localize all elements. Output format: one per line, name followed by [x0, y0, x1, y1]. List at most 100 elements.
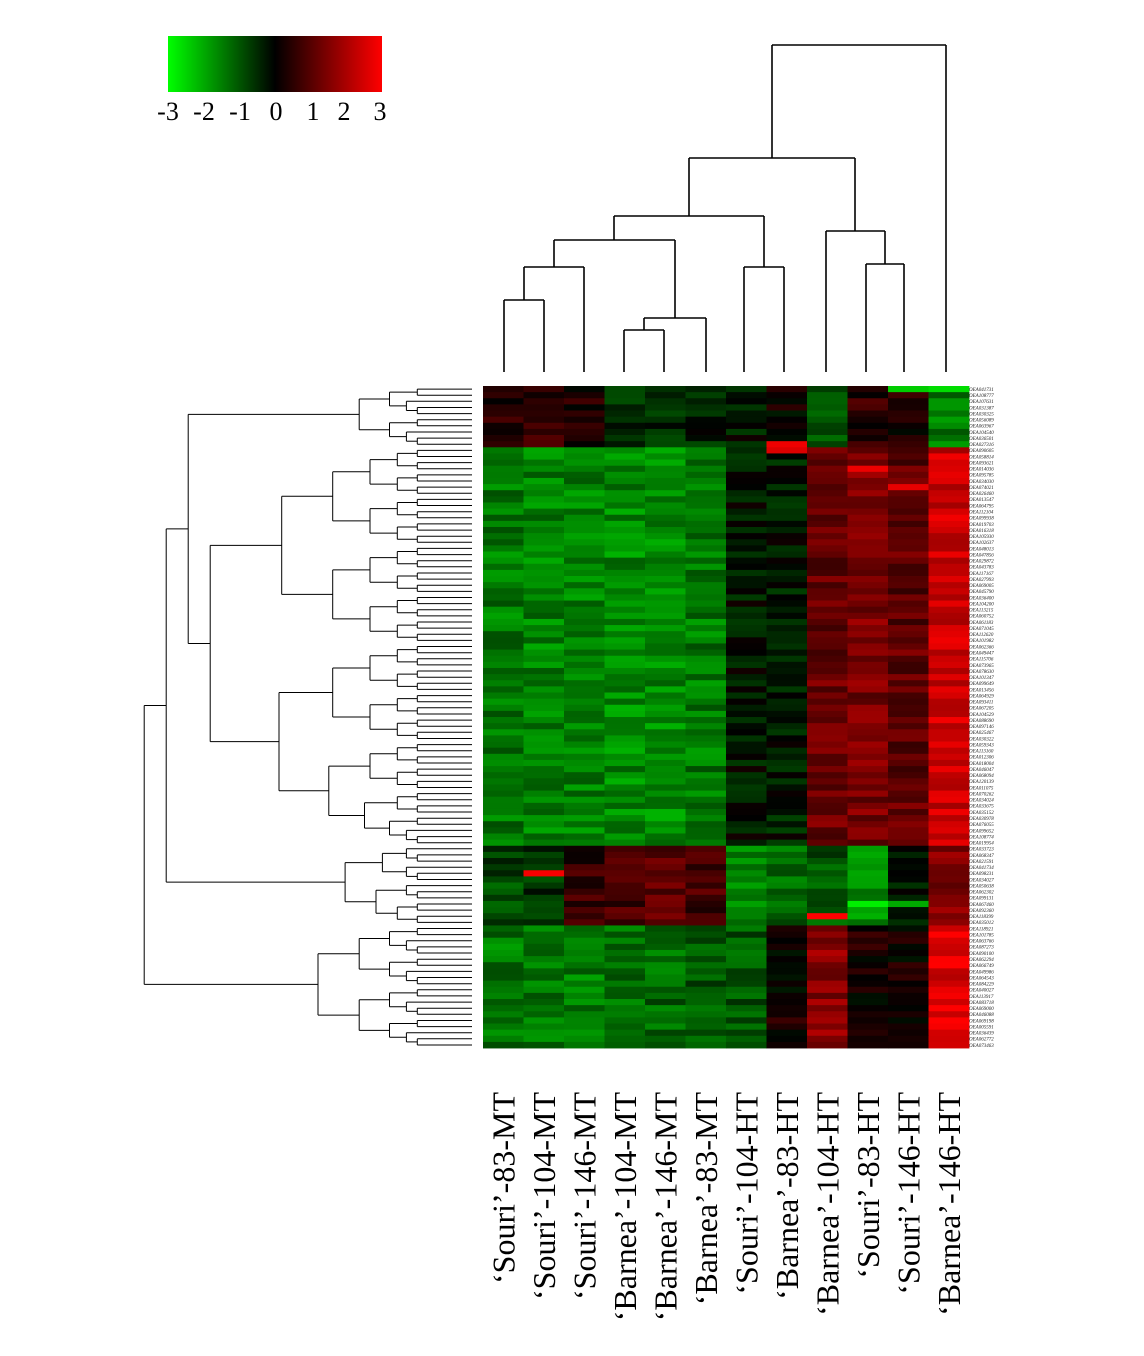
heatmap-cell — [564, 661, 605, 669]
heatmap-cell — [807, 569, 848, 577]
heatmap-cell — [483, 802, 524, 810]
heatmap-cell — [523, 925, 565, 932]
row-label: OEA041731 — [969, 388, 994, 393]
heatmap-cell — [847, 447, 889, 454]
heatmap-cell — [928, 569, 970, 577]
heatmap-cell — [766, 520, 808, 528]
heatmap-cell — [645, 808, 686, 816]
heatmap-cell — [523, 962, 565, 969]
heatmap-cell — [766, 717, 808, 724]
heatmap-cell — [523, 876, 565, 883]
heatmap-cell — [928, 551, 970, 559]
heatmap-cell — [847, 471, 889, 479]
heatmap-cell — [928, 962, 970, 969]
heatmap-cell — [766, 876, 808, 883]
heatmap-cell — [888, 759, 929, 767]
heatmap-cell — [847, 539, 889, 546]
heatmap-cell — [847, 900, 889, 908]
heatmap-cell — [888, 637, 929, 644]
heatmap-cell — [726, 790, 767, 798]
heatmap-cell — [847, 459, 889, 467]
row-label: OEA069005 — [969, 584, 994, 589]
heatmap-cell — [807, 526, 848, 534]
heatmap-cell — [726, 704, 767, 712]
heatmap-cell — [685, 569, 727, 577]
heatmap-cell — [483, 839, 524, 847]
heatmap-cell — [604, 784, 646, 791]
heatmap-cell — [685, 729, 727, 736]
heatmap-cell — [523, 410, 565, 418]
heatmap-cell — [564, 502, 605, 509]
heatmap-cell — [604, 796, 646, 804]
heatmap-cell — [726, 784, 767, 791]
heatmap-cell — [847, 974, 889, 982]
heatmap-cell — [807, 502, 848, 509]
heatmap-cell — [888, 477, 929, 485]
heatmap-cell — [726, 643, 767, 650]
heatmap-cell — [928, 435, 970, 442]
heatmap-cell — [847, 484, 889, 491]
row-label: OEA101785 — [969, 933, 994, 938]
heatmap-cell — [888, 882, 929, 890]
heatmap-cell — [564, 766, 605, 773]
heatmap-cell — [928, 999, 970, 1006]
heatmap-cell — [523, 508, 565, 516]
heatmap-cell — [685, 974, 727, 982]
heatmap-cell — [604, 533, 646, 540]
heatmap-cell — [523, 999, 565, 1006]
heatmap-cell — [726, 1041, 767, 1049]
heatmap-cell — [645, 747, 686, 755]
heatmap-cell — [766, 956, 808, 963]
heatmap-cell — [928, 980, 970, 988]
heatmap-cell — [726, 496, 767, 503]
row-label: OEA048013 — [969, 547, 994, 552]
heatmap-cell — [604, 974, 646, 982]
heatmap-cell — [847, 999, 889, 1006]
heatmap-cell — [523, 588, 565, 595]
heatmap-cell — [645, 404, 686, 411]
heatmap-cell — [888, 471, 929, 479]
heatmap-cell — [604, 526, 646, 534]
heatmap-cell — [483, 704, 524, 712]
heatmap-cell — [483, 422, 524, 430]
color-legend-ticks: -3 -2 -1 0 1 2 3 — [157, 97, 386, 126]
row-label: OEA092360 — [969, 909, 994, 914]
heatmap-cell — [888, 441, 929, 448]
heatmap-cell — [726, 870, 767, 877]
heatmap-cell — [726, 606, 767, 614]
heatmap-cell — [564, 937, 605, 945]
heatmap-cell — [564, 876, 605, 883]
heatmap-cell — [766, 539, 808, 546]
heatmap-cell — [685, 588, 727, 595]
row-label: OEA104200 — [969, 602, 994, 607]
heatmap-cell — [726, 667, 767, 675]
row-label: OEA083718 — [969, 1001, 994, 1006]
heatmap-cell — [726, 551, 767, 559]
heatmap-cell — [928, 514, 970, 522]
heatmap-cell — [564, 545, 605, 552]
heatmap-cell — [847, 741, 889, 749]
heatmap-cell — [888, 649, 929, 657]
heatmap-cell — [807, 576, 848, 583]
row-label: OEA112620 — [969, 633, 994, 638]
heatmap-cell — [645, 453, 686, 460]
heatmap-cell — [766, 864, 808, 871]
heatmap-cell — [726, 1029, 767, 1037]
heatmap-cell — [766, 845, 808, 853]
heatmap-cell — [645, 398, 686, 405]
heatmap-cell — [928, 741, 970, 749]
heatmap-cell — [564, 717, 605, 724]
heatmap-cell — [685, 980, 727, 988]
row-labels: OEA041731OEA108777OEA107631OEA031387OEA0… — [969, 388, 994, 1049]
row-label: OEA073965 — [969, 664, 994, 669]
heatmap-cell — [604, 441, 646, 448]
heatmap-cell — [483, 471, 524, 479]
heatmap-cell — [564, 808, 605, 816]
heatmap-cell — [645, 858, 686, 865]
heatmap-cell — [888, 612, 929, 620]
heatmap-cell — [726, 404, 767, 411]
heatmap-cell — [523, 441, 565, 448]
heatmap-cell — [766, 416, 808, 424]
heatmap-cell — [807, 674, 848, 681]
heatmap-cell — [766, 759, 808, 767]
